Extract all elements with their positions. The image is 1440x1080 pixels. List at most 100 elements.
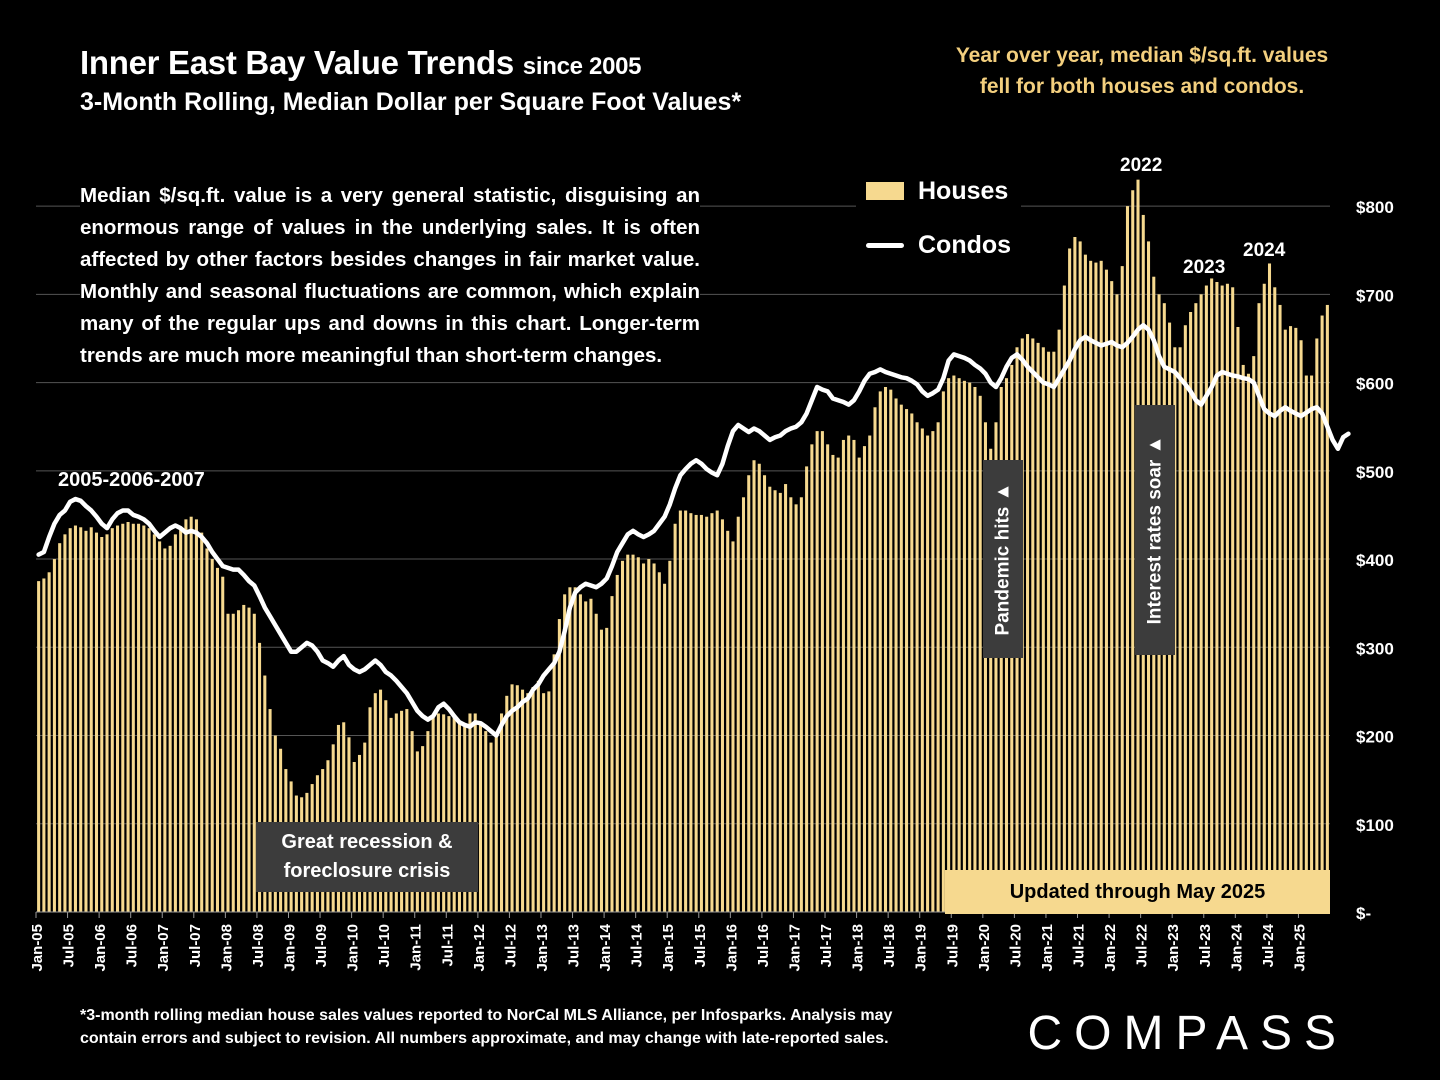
houses-bar <box>373 693 377 912</box>
houses-bar <box>594 613 598 912</box>
houses-bar <box>478 724 483 912</box>
houses-bar <box>1189 312 1193 912</box>
houses-bar <box>89 527 93 912</box>
houses-bar <box>989 448 993 912</box>
houses-bar <box>1078 241 1082 912</box>
houses-bar <box>1252 356 1256 912</box>
x-axis: Jan-05 Jul-05 Jan-06 Jul-06 Jan-07 Jul-07 Jan-… <box>29 911 1330 972</box>
houses-bar <box>242 604 246 912</box>
y-tick-label: $400 <box>1356 551 1394 570</box>
chart-subtitle: 3-Month Rolling, Median Dollar per Squar… <box>80 88 742 116</box>
houses-bar <box>757 463 761 912</box>
houses-bar <box>568 587 572 912</box>
houses-bar <box>105 534 109 912</box>
houses-bar <box>342 722 346 912</box>
houses-bar <box>983 422 987 912</box>
houses-bar <box>1052 351 1056 913</box>
houses-bar <box>889 389 893 912</box>
houses-bar <box>510 684 514 912</box>
annotation-year-2024: 2024 <box>1243 240 1286 261</box>
x-tick-label: Jul-20 <box>1007 924 1024 967</box>
houses-bar <box>1273 287 1277 912</box>
houses-bar <box>899 404 903 912</box>
compass-logo: COMPASS <box>1027 1007 1348 1060</box>
houses-bar <box>920 428 924 912</box>
houses-bar <box>894 398 898 913</box>
houses-bar <box>210 559 214 912</box>
x-tick-label: Jan-16 <box>723 924 740 972</box>
houses-bar <box>631 554 635 912</box>
houses-bar <box>726 530 730 912</box>
condos-line <box>36 322 1351 738</box>
houses-bar <box>978 395 982 912</box>
houses-bar <box>752 460 756 912</box>
x-tick-label: Jan-11 <box>408 924 425 971</box>
houses-bar <box>841 439 845 912</box>
houses-bar <box>710 513 714 912</box>
houses-bar <box>826 444 830 912</box>
houses-bar <box>521 689 525 912</box>
y-tick-label: $700 <box>1356 286 1394 305</box>
annotation-recession-line2: foreclosure crisis <box>283 860 451 882</box>
houses-bar <box>531 687 535 912</box>
houses-bar <box>79 527 83 912</box>
houses-bar <box>883 387 888 912</box>
houses-bar <box>268 709 272 912</box>
houses-bar <box>142 525 146 912</box>
houses-bar <box>668 560 672 912</box>
houses-bar <box>1199 294 1203 913</box>
footnote-line1: *3-month rolling median house sales valu… <box>80 1007 893 1024</box>
houses-bar <box>1115 294 1119 913</box>
houses-bar <box>1089 260 1093 912</box>
houses-bar <box>1099 260 1103 912</box>
houses-bar <box>431 717 435 912</box>
houses-bar <box>400 710 404 912</box>
houses-bar <box>857 457 861 912</box>
x-tick-label: Jul-09 <box>313 924 330 967</box>
annotation-2005-2007: 2005-2006-2007 <box>58 469 205 491</box>
houses-bar <box>158 541 162 912</box>
houses-bar <box>605 627 609 912</box>
houses-bar <box>810 444 814 912</box>
y-tick-label: $300 <box>1356 639 1394 658</box>
houses-bar <box>968 382 972 913</box>
houses-bar <box>852 439 856 912</box>
houses-bar <box>1231 287 1235 912</box>
houses-bar <box>226 613 230 912</box>
yoy-note-line1: Year over year, median $/sq.ft. values <box>955 44 1329 67</box>
houses-bar <box>663 583 667 912</box>
houses-bar <box>615 574 619 912</box>
houses-bar <box>1278 304 1282 912</box>
x-tick-label: Jul-10 <box>376 924 393 967</box>
houses-bar <box>110 528 114 912</box>
houses-bar <box>610 596 614 912</box>
houses-bar <box>820 431 824 912</box>
houses-bar <box>473 713 477 912</box>
houses-bar <box>636 557 640 912</box>
houses-bar <box>68 528 72 912</box>
houses-bar <box>1073 237 1077 912</box>
houses-bar <box>557 619 561 912</box>
houses-bar <box>205 548 209 912</box>
houses-bar <box>410 731 414 912</box>
houses-bar <box>189 516 193 912</box>
x-tick-label: Jan-06 <box>92 924 109 972</box>
annotation-interest-text: Interest rates soar ▲ <box>1144 435 1165 625</box>
houses-bar <box>47 572 51 912</box>
updated-badge: Updated through May 2025 <box>945 870 1330 914</box>
houses-bar <box>941 391 945 912</box>
annotation-interest-rates: Interest rates soar ▲ <box>1135 405 1175 655</box>
houses-bar <box>463 726 467 912</box>
houses-bar <box>100 537 104 912</box>
houses-bar <box>731 541 735 912</box>
houses-bar <box>878 391 882 912</box>
x-tick-label: Jul-13 <box>566 924 583 967</box>
y-tick-label: $600 <box>1356 375 1394 394</box>
houses-bar <box>778 492 782 912</box>
houses-bar <box>1062 285 1066 912</box>
houses-bar <box>1068 248 1072 913</box>
houses-bar <box>836 457 840 912</box>
houses-bar <box>1031 338 1035 913</box>
houses-bar <box>868 435 872 912</box>
